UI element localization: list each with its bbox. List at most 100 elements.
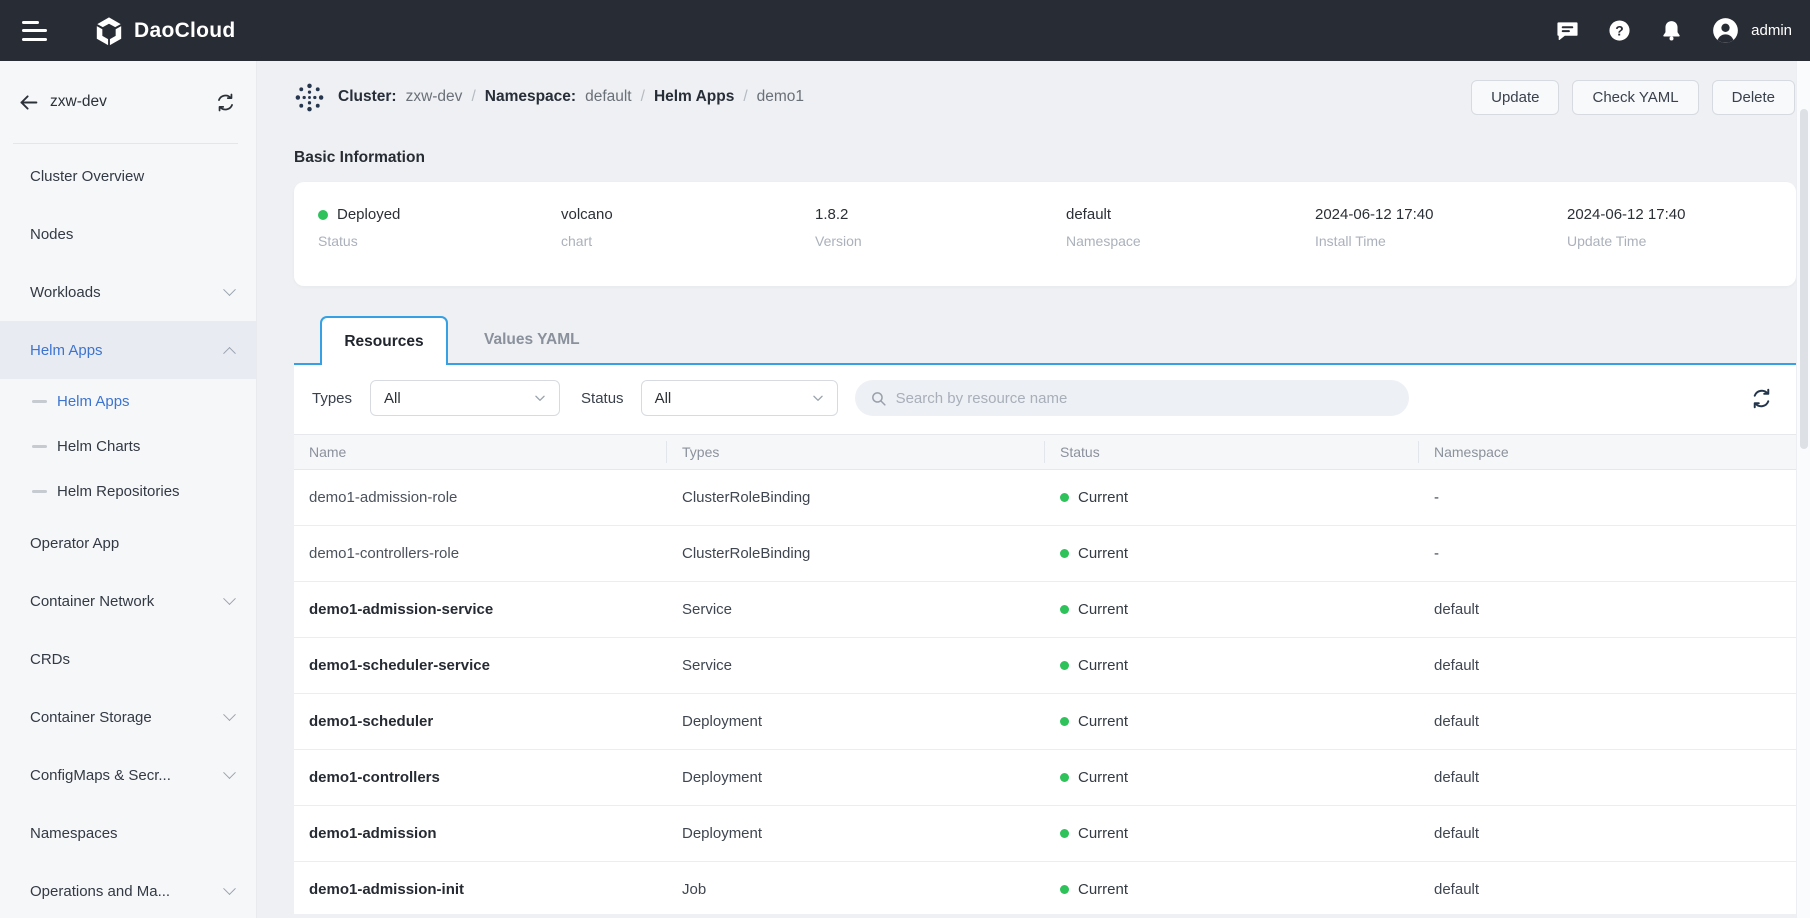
check-yaml-button[interactable]: Check YAML <box>1572 80 1698 115</box>
page-scrollbar[interactable] <box>1796 61 1810 918</box>
status-select[interactable]: All <box>641 380 838 416</box>
dash-icon <box>32 490 47 493</box>
table-row: demo1-admission-service Service Current … <box>294 582 1796 638</box>
resource-status: Current <box>1045 545 1419 562</box>
sidebar-item-namespaces[interactable]: Namespaces <box>0 804 256 862</box>
sidebar-header: zxw-dev <box>0 61 256 143</box>
status-dot <box>1060 717 1069 726</box>
search-input[interactable] <box>896 390 1395 407</box>
status-dot <box>1060 773 1069 782</box>
breadcrumb-namespace-value[interactable]: default <box>585 88 632 106</box>
table-row: demo1-admission-init Job Current default <box>294 862 1796 914</box>
resource-namespace: default <box>1419 881 1796 898</box>
sidebar-item-container-storage[interactable]: Container Storage <box>0 688 256 746</box>
user-avatar[interactable] <box>1712 17 1739 44</box>
resource-status: Current <box>1045 601 1419 618</box>
resource-namespace: - <box>1419 545 1796 562</box>
sidebar-item-helm-apps[interactable]: Helm Apps <box>0 321 256 379</box>
breadcrumb-section[interactable]: Helm Apps <box>654 88 734 106</box>
breadcrumb-cluster-label: Cluster: <box>338 88 397 106</box>
resource-type: ClusterRoleBinding <box>667 545 1045 562</box>
svg-text:?: ? <box>1615 22 1623 38</box>
status-dot <box>1060 493 1069 502</box>
header-actions: Update Check YAML Delete <box>1471 80 1796 115</box>
update-button[interactable]: Update <box>1471 80 1559 115</box>
resource-namespace: default <box>1419 769 1796 786</box>
types-filter-label: Types <box>312 390 352 407</box>
dash-icon <box>32 400 47 403</box>
resource-name[interactable]: demo1-admission-service <box>294 601 667 618</box>
sidebar-item-cluster-overview[interactable]: Cluster Overview <box>0 147 256 205</box>
info-field-version: 1.8.2 Version <box>815 206 1066 286</box>
search-icon <box>870 390 887 407</box>
resource-type: Job <box>667 881 1045 898</box>
column-header-name: Name <box>294 441 667 463</box>
back-icon[interactable] <box>18 92 39 113</box>
breadcrumb-cluster-value[interactable]: zxw-dev <box>406 88 463 106</box>
sidebar-item-container-network[interactable]: Container Network <box>0 572 256 630</box>
chevron-icon <box>223 346 236 359</box>
resource-type: Service <box>667 657 1045 674</box>
resources-panel: Types All Status All NameTypesStatusName… <box>294 363 1796 914</box>
resource-type: Deployment <box>667 825 1045 842</box>
resource-status: Current <box>1045 881 1419 898</box>
resource-status: Current <box>1045 713 1419 730</box>
resource-status: Current <box>1045 825 1419 842</box>
sidebar-item-workloads[interactable]: Workloads <box>0 263 256 321</box>
sidebar-subitem-helm-charts[interactable]: Helm Charts <box>0 424 256 469</box>
resource-name[interactable]: demo1-scheduler <box>294 713 667 730</box>
sidebar-subitem-helm-repositories[interactable]: Helm Repositories <box>0 469 256 514</box>
resource-namespace: default <box>1419 713 1796 730</box>
table-row: demo1-admission-role ClusterRoleBinding … <box>294 470 1796 526</box>
help-icon[interactable]: ? <box>1608 19 1631 42</box>
resource-status: Current <box>1045 769 1419 786</box>
chevron-down-icon <box>811 391 825 405</box>
cluster-icon <box>294 82 325 113</box>
breadcrumb: Cluster: zxw-dev / Namespace: default / … <box>338 88 804 106</box>
status-dot <box>1060 661 1069 670</box>
brand: DaoCloud <box>94 16 236 46</box>
status-dot <box>318 210 328 220</box>
sidebar-subitem-helm-apps[interactable]: Helm Apps <box>0 379 256 424</box>
resource-name[interactable]: demo1-scheduler-service <box>294 657 667 674</box>
breadcrumb-namespace-label: Namespace: <box>485 88 576 106</box>
sidebar-item-operator-app[interactable]: Operator App <box>0 514 256 572</box>
topbar: DaoCloud ? admin <box>0 0 1810 61</box>
sidebar: zxw-dev Cluster Overview Nodes Workloads… <box>0 61 257 918</box>
tab-resources[interactable]: Resources <box>320 316 448 365</box>
info-field-status: Deployed Status <box>318 206 561 286</box>
resource-name[interactable]: demo1-admission <box>294 825 667 842</box>
sidebar-item-operations-and-ma[interactable]: Operations and Ma... <box>0 862 256 918</box>
username[interactable]: admin <box>1751 22 1792 39</box>
main-content: Cluster: zxw-dev / Namespace: default / … <box>257 61 1796 918</box>
sidebar-item-configmaps-secr[interactable]: ConfigMaps & Secr... <box>0 746 256 804</box>
column-header-namespace: Namespace <box>1419 441 1796 463</box>
notifications-icon[interactable] <box>1660 19 1683 42</box>
messages-icon[interactable] <box>1556 19 1579 42</box>
sidebar-item-nodes[interactable]: Nodes <box>0 205 256 263</box>
resource-name[interactable]: demo1-controllers <box>294 769 667 786</box>
sidebar-item-crds[interactable]: CRDs <box>0 630 256 688</box>
table-header: NameTypesStatusNamespace <box>294 434 1796 470</box>
menu-icon[interactable] <box>22 21 48 41</box>
tab-values-yaml[interactable]: Values YAML <box>462 316 602 363</box>
resource-namespace: - <box>1419 489 1796 506</box>
daocloud-logo-icon <box>94 16 124 46</box>
delete-button[interactable]: Delete <box>1712 80 1795 115</box>
resource-name[interactable]: demo1-admission-init <box>294 881 667 898</box>
resource-type: Deployment <box>667 713 1045 730</box>
info-field-namespace: default Namespace <box>1066 206 1315 286</box>
scrollbar-thumb[interactable] <box>1800 109 1808 449</box>
dash-icon <box>32 445 47 448</box>
table-body: demo1-admission-role ClusterRoleBinding … <box>294 470 1796 914</box>
chevron-icon <box>223 283 236 296</box>
refresh-icon[interactable] <box>1749 386 1774 411</box>
table-row: demo1-scheduler Deployment Current defau… <box>294 694 1796 750</box>
resource-status: Current <box>1045 657 1419 674</box>
basic-info-card: Deployed Status volcano chart 1.8.2 Vers… <box>294 182 1796 286</box>
switch-cluster-icon[interactable] <box>215 92 236 113</box>
types-select[interactable]: All <box>370 380 560 416</box>
table-row: demo1-admission Deployment Current defau… <box>294 806 1796 862</box>
resource-name: demo1-controllers-role <box>294 545 667 562</box>
topbar-right: ? admin <box>1556 17 1792 44</box>
